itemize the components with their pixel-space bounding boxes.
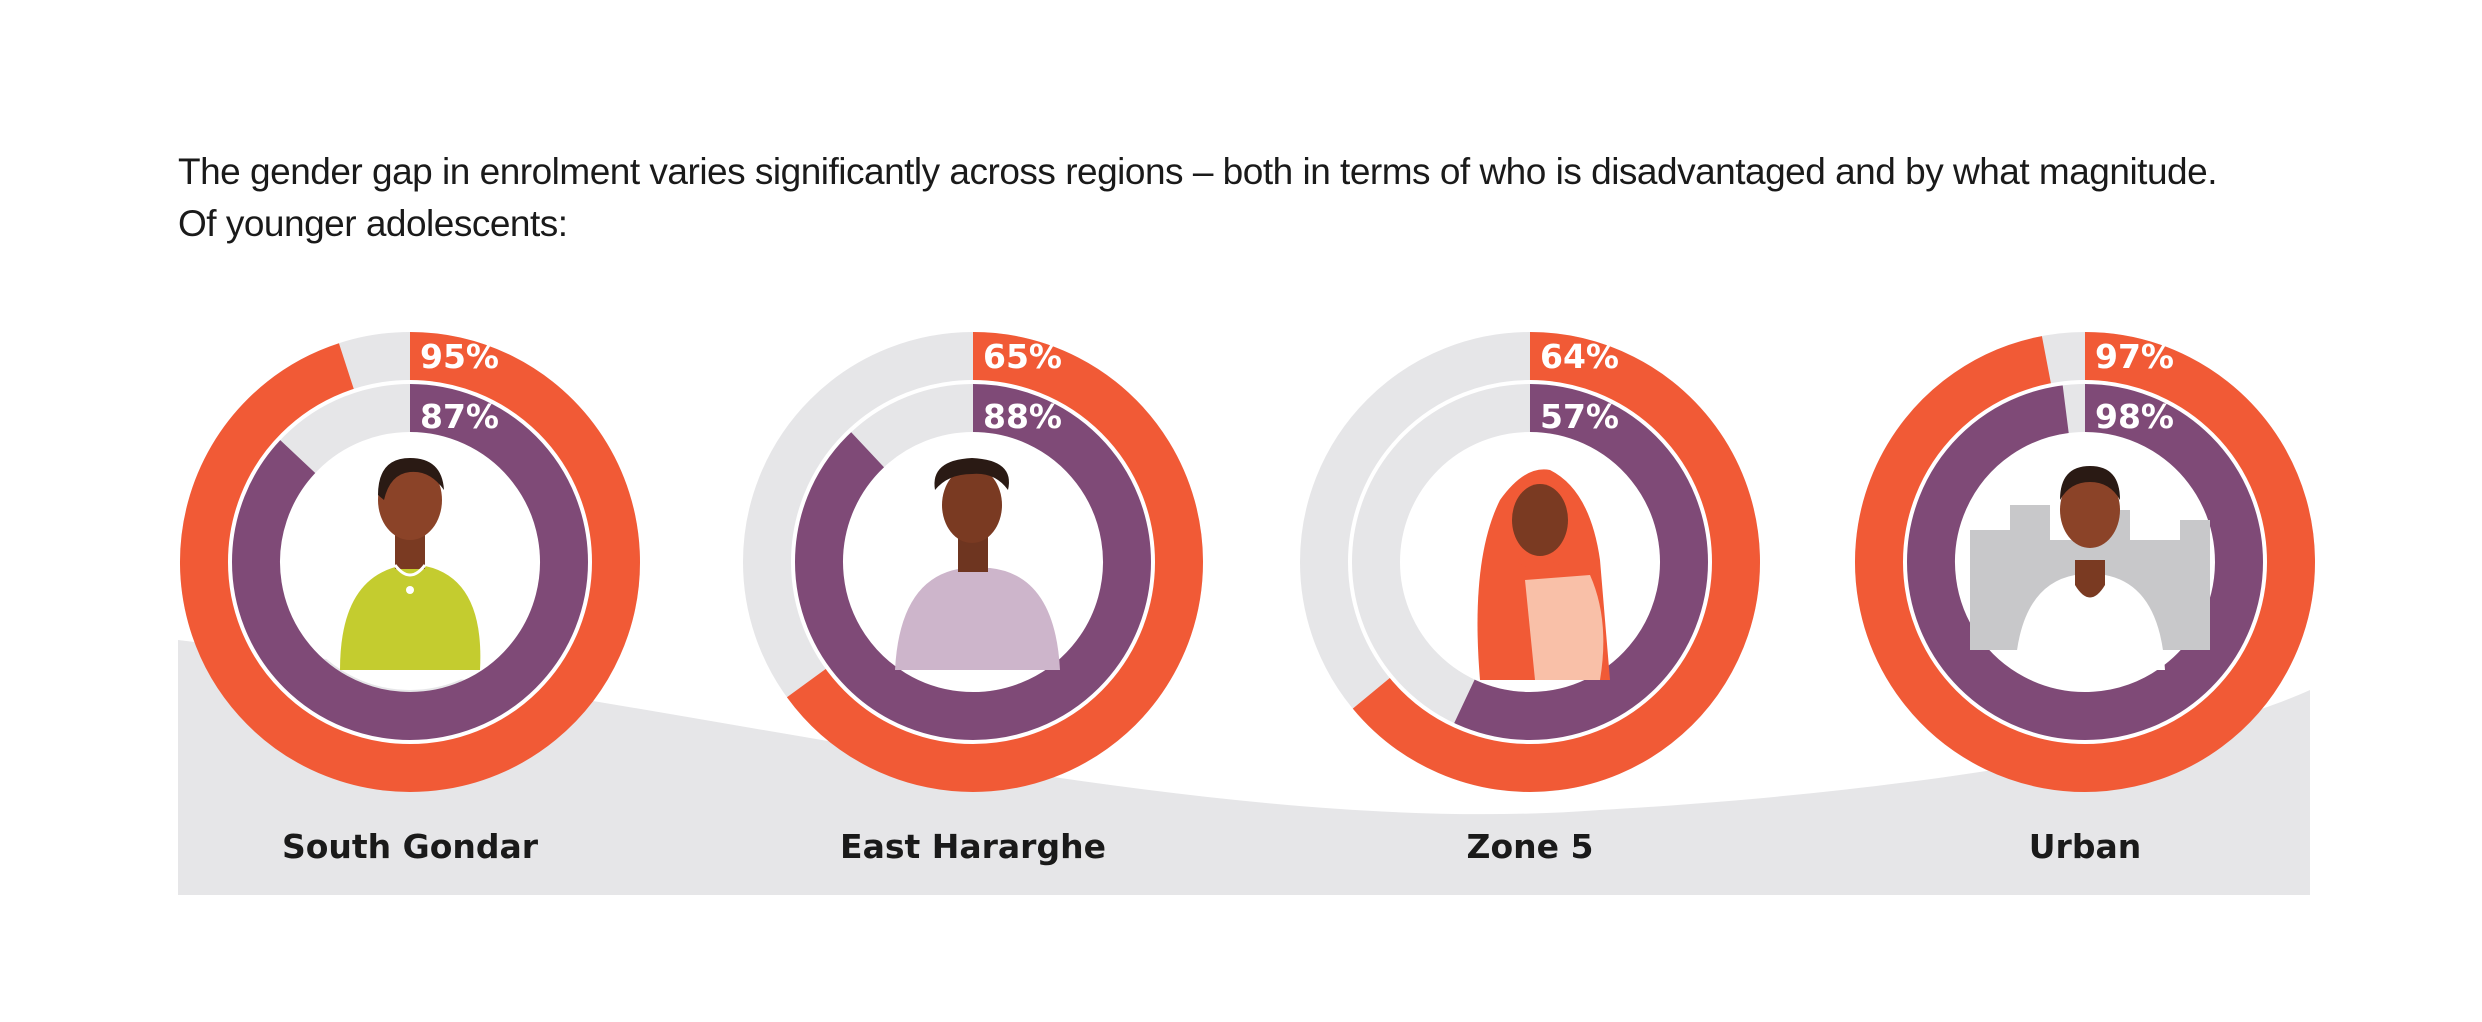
data-label-inner-east-hararghe: 88% — [983, 397, 1062, 436]
intro-line-1: The gender gap in enrolment varies signi… — [178, 151, 2217, 192]
category-label-south-gondar: South Gondar — [282, 827, 539, 866]
ring-inner-south-gondar — [230, 382, 590, 742]
person-urban-illustration — [1970, 466, 2210, 670]
ring-outer-urban — [1855, 332, 2315, 792]
person-south-gondar-illustration — [340, 458, 481, 670]
intro-text: The gender gap in enrolment varies signi… — [178, 146, 2358, 250]
data-label-outer-east-hararghe: 65% — [983, 337, 1062, 376]
category-label-urban: Urban — [2029, 827, 2141, 866]
ring-separator-south-gondar — [228, 380, 592, 744]
data-label-outer-south-gondar: 95% — [420, 337, 499, 376]
ring-inner-zone-5 — [1453, 382, 1710, 742]
background-band — [178, 640, 2310, 895]
ring-separator-east-hararghe — [791, 380, 1155, 744]
ring-outer-zone-5 — [1352, 332, 1760, 792]
labels-layer: 95% 87% South Gondar 65% 88% East Hararghe 64%… — [282, 337, 2174, 866]
intro-line-2: Of younger adolescents: — [178, 203, 568, 244]
data-label-inner-urban: 98% — [2095, 397, 2174, 436]
ring-separator-urban — [1903, 380, 2267, 744]
person-east-hararghe-illustration — [895, 458, 1060, 670]
ring-separator-zone-5 — [1348, 380, 1712, 744]
category-label-zone-5: Zone 5 — [1467, 827, 1594, 866]
ring-outer-south-gondar — [180, 332, 640, 792]
data-label-inner-south-gondar: 87% — [420, 397, 499, 436]
data-label-outer-zone-5: 64% — [1540, 337, 1619, 376]
ring-outer-east-hararghe — [786, 332, 1203, 792]
ring-inner-east-hararghe — [793, 382, 1153, 742]
person-zone-5-illustration — [1477, 469, 1610, 680]
data-label-outer-urban: 97% — [2095, 337, 2174, 376]
category-label-east-hararghe: East Hararghe — [840, 827, 1106, 866]
ring-inner-urban — [1905, 382, 2265, 742]
data-label-inner-zone-5: 57% — [1540, 397, 1619, 436]
